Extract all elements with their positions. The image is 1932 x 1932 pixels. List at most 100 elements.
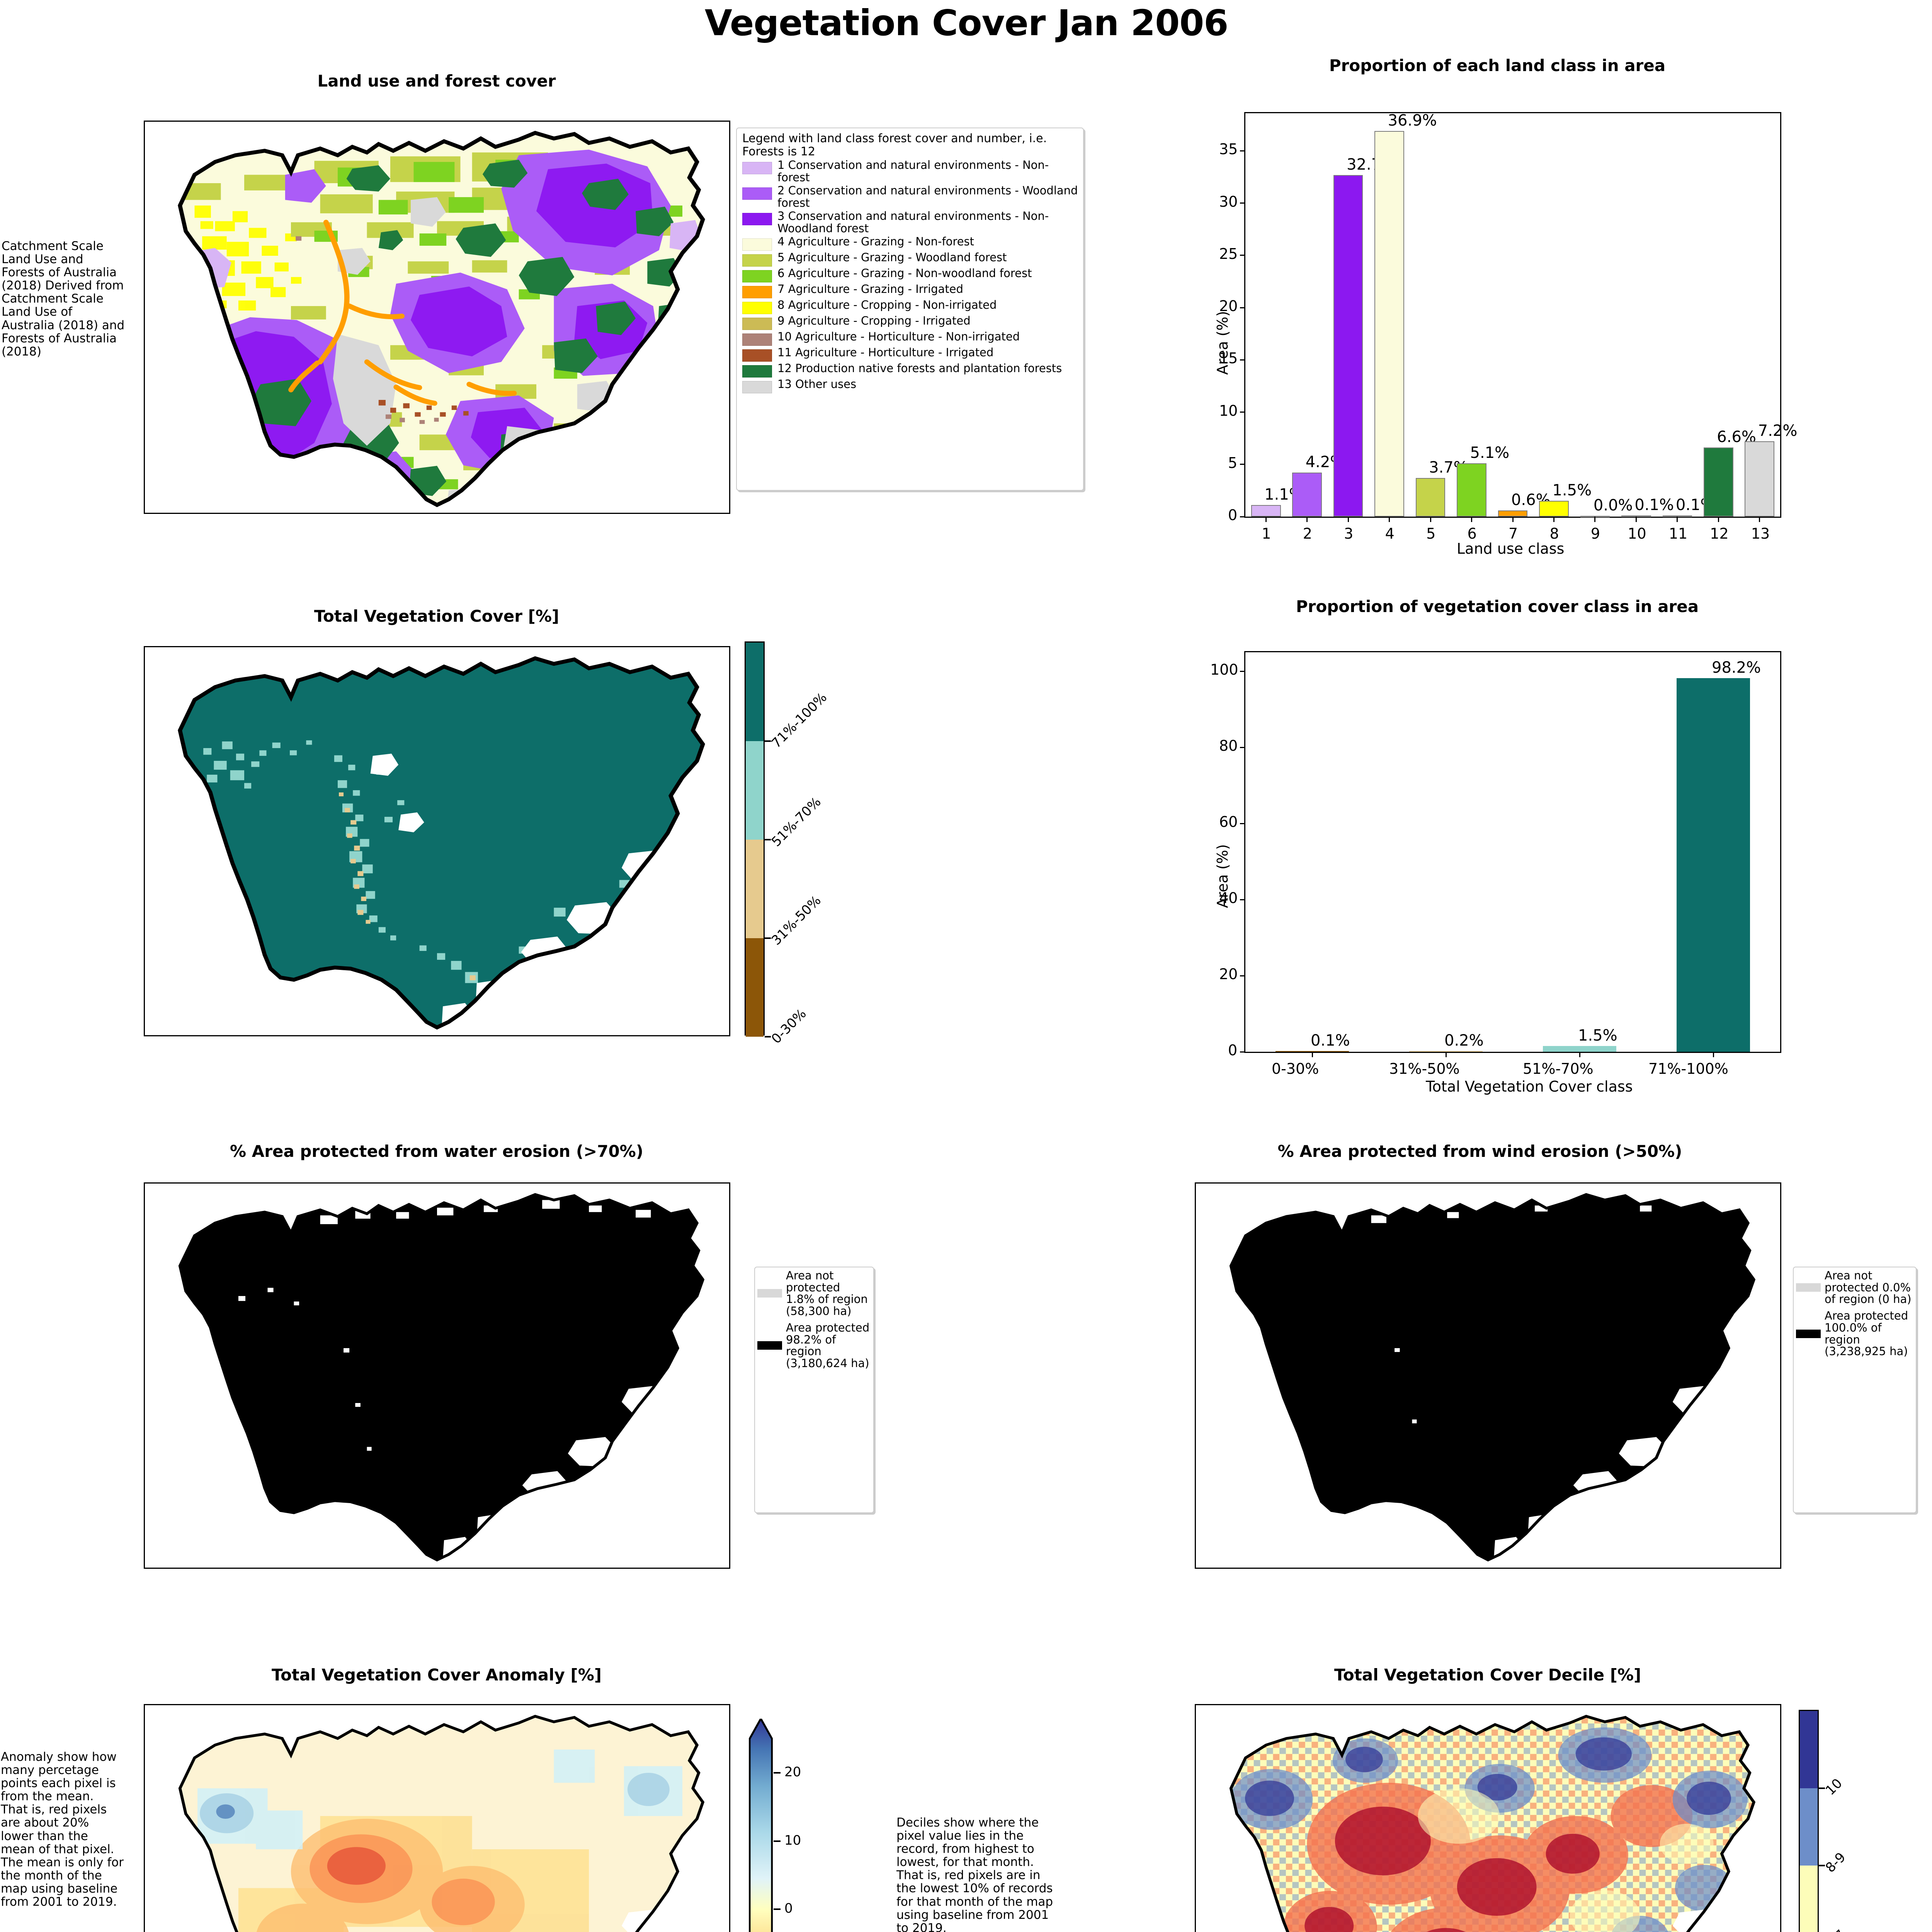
bar — [1251, 505, 1281, 517]
x-axis-tick-label: 8 — [1549, 525, 1559, 542]
colorbar-tick-label: 20 — [784, 1764, 801, 1780]
y-axis-tick-mark — [1240, 307, 1245, 308]
landuse-legend-item: 6 Agriculture - Grazing - Non-woodland f… — [737, 267, 1083, 283]
colorbar-tick-mark — [765, 1036, 771, 1037]
anomaly-note: Anomaly show how many percetage points e… — [1, 1750, 124, 1909]
colorbar-segment — [1800, 1711, 1818, 1788]
colorbar-tick-label: 10 — [784, 1832, 801, 1848]
y-axis-tick-label: 20 — [1219, 966, 1238, 983]
y-axis-tick-mark — [1240, 150, 1245, 151]
colorbar-segment — [746, 643, 764, 741]
bar — [1543, 1046, 1617, 1052]
colorbar-tick-mark — [1819, 1787, 1825, 1789]
x-axis-tick-label: 3 — [1344, 525, 1354, 542]
legend-item-label: Area not protected 0.0% of region (0 ha) — [1825, 1269, 1912, 1306]
x-axis-tick-mark — [1430, 517, 1431, 522]
bar-value-label: 0.0% — [1593, 497, 1633, 514]
colorbar-tick-mark — [774, 1772, 781, 1774]
landclass-ylabel: Area (%) — [1214, 311, 1231, 375]
landuse-legend-item: 11 Agriculture - Horticulture - Irrigate… — [737, 346, 1083, 362]
legend-item-label: 8 Agriculture - Cropping - Non-irrigated — [777, 298, 997, 311]
bar — [1498, 510, 1528, 517]
landuse-legend-item: 10 Agriculture - Horticulture - Non-irri… — [737, 330, 1083, 346]
page-title: Vegetation Cover Jan 2006 — [704, 2, 1229, 44]
decile-colorbar — [1799, 1710, 1819, 1932]
landuse-map — [178, 131, 705, 507]
colorbar-tick-mark — [765, 839, 771, 840]
legend-item-label: Area not protected 1.8% of region (58,30… — [786, 1269, 868, 1318]
bar-value-label: 0.2% — [1444, 1032, 1484, 1049]
bar — [1676, 678, 1750, 1052]
legend-color-swatch — [742, 213, 772, 225]
legend-item-label: 3 Conservation and natural environments … — [777, 209, 1049, 235]
legend-color-swatch — [742, 162, 772, 175]
bar — [1292, 473, 1322, 517]
colorbar-tick-mark — [774, 1840, 781, 1842]
erosion-legend-item: Area not protected 0.0% of region (0 ha) — [1794, 1267, 1916, 1308]
x-axis-tick-label: 71%-100% — [1648, 1060, 1728, 1077]
x-axis-tick-mark — [1389, 517, 1390, 522]
vegcover-panel-title: Total Vegetation Cover [%] — [314, 607, 560, 626]
x-axis-tick-label: 0-30% — [1272, 1060, 1319, 1077]
colorbar-tick-label: 0 — [784, 1901, 793, 1916]
x-axis-tick-label: 10 — [1628, 525, 1646, 542]
legend-color-swatch — [742, 317, 772, 330]
wind-erosion-legend: Area not protected 0.0% of region (0 ha)… — [1793, 1267, 1917, 1513]
legend-item-label: Area protected 100.0% of region (3,238,9… — [1825, 1309, 1908, 1358]
colorbar-tick-mark — [765, 937, 771, 939]
y-axis-tick-label: 0 — [1228, 507, 1238, 524]
landuse-legend-title: Legend with land class forest cover and … — [742, 132, 1047, 158]
legend-color-swatch — [742, 333, 772, 346]
x-axis-tick-label: 5 — [1426, 525, 1436, 542]
x-axis-tick-mark — [1471, 517, 1473, 522]
legend-color-swatch — [757, 1341, 782, 1350]
y-axis-tick-mark — [1240, 516, 1245, 517]
landuse-legend-item: 3 Conservation and natural environments … — [737, 210, 1083, 235]
legend-item-label: 9 Agriculture - Cropping - Irrigated — [777, 314, 971, 327]
y-axis-tick-label: 20 — [1219, 298, 1238, 315]
bar — [1275, 1051, 1349, 1052]
bar-value-label: 5.1% — [1470, 444, 1510, 462]
landuse-legend-item: 2 Conservation and natural environments … — [737, 184, 1083, 210]
legend-item-label: 10 Agriculture - Horticulture - Non-irri… — [777, 330, 1020, 343]
y-axis-tick-mark — [1240, 823, 1245, 824]
water-erosion-panel-title: % Area protected from water erosion (>70… — [230, 1142, 643, 1161]
legend-item-label: 1 Conservation and natural environments … — [777, 158, 1049, 184]
bar — [1409, 1051, 1483, 1052]
colorbar-segment — [746, 938, 764, 1037]
anomaly-map — [178, 1714, 705, 1932]
x-axis-tick-label: 7 — [1509, 525, 1518, 542]
legend-item-label: 6 Agriculture - Grazing - Non-woodland f… — [777, 266, 1032, 280]
landuse-legend: Legend with land class forest cover and … — [736, 128, 1084, 491]
legend-color-swatch — [742, 254, 772, 267]
bar — [1333, 175, 1363, 517]
x-axis-tick-mark — [1594, 517, 1596, 522]
water-erosion-legend: Area not protected 1.8% of region (58,30… — [754, 1267, 874, 1513]
bar — [1457, 463, 1486, 517]
legend-item-label: 13 Other uses — [777, 377, 857, 391]
y-axis-tick-label: 25 — [1219, 245, 1238, 262]
decile-note: Deciles show where the pixel value lies … — [896, 1816, 1053, 1932]
x-axis-tick-label: 6 — [1467, 525, 1477, 542]
y-axis-tick-mark — [1240, 412, 1245, 413]
bar-value-label: 1.5% — [1578, 1027, 1617, 1045]
x-axis-tick-label: 12 — [1710, 525, 1729, 542]
colorbar-tick-label: 71%-100% — [768, 690, 830, 752]
legend-item-label: Area protected 98.2% of region (3,180,62… — [786, 1321, 870, 1370]
x-axis-tick-label: 4 — [1385, 525, 1395, 542]
landuse-legend-item: 12 Production native forests and plantat… — [737, 362, 1083, 378]
legend-color-swatch — [742, 238, 772, 251]
colorbar-segment — [1800, 1788, 1818, 1866]
x-axis-tick-mark — [1579, 1052, 1580, 1057]
x-axis-tick-mark — [1718, 517, 1719, 522]
legend-item-label: 2 Conservation and natural environments … — [777, 184, 1078, 209]
landuse-legend-item: 7 Agriculture - Grazing - Irrigated — [737, 283, 1083, 299]
landclass-xlabel: Land use class — [1457, 540, 1565, 557]
vegcover-map — [178, 656, 705, 1030]
y-axis-tick-label: 60 — [1219, 813, 1238, 831]
y-axis-tick-mark — [1240, 255, 1245, 256]
legend-color-swatch — [1796, 1283, 1821, 1292]
bar-value-label: 7.2% — [1758, 422, 1798, 440]
y-axis-tick-label: 80 — [1219, 737, 1238, 755]
water-erosion-map — [178, 1193, 705, 1562]
